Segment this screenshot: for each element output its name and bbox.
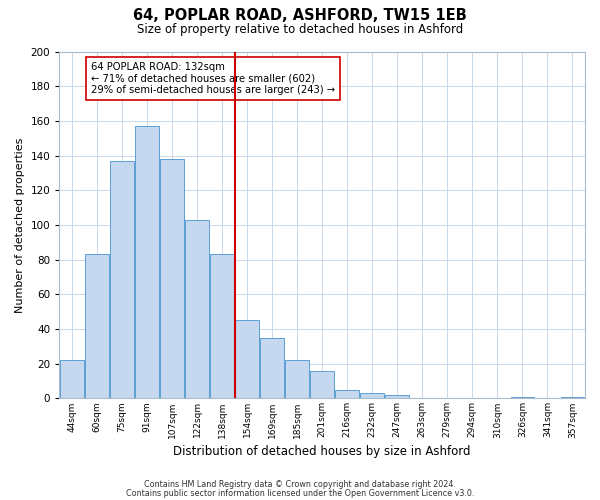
- Bar: [85, 254, 109, 398]
- Text: Contains public sector information licensed under the Open Government Licence v3: Contains public sector information licen…: [126, 488, 474, 498]
- Bar: [361, 393, 384, 398]
- Bar: [385, 395, 409, 398]
- Text: Contains HM Land Registry data © Crown copyright and database right 2024.: Contains HM Land Registry data © Crown c…: [144, 480, 456, 489]
- Bar: [285, 360, 309, 399]
- Bar: [560, 396, 584, 398]
- Bar: [235, 320, 259, 398]
- Bar: [260, 338, 284, 398]
- Bar: [185, 220, 209, 398]
- Bar: [60, 360, 84, 399]
- Bar: [110, 161, 134, 398]
- Text: 64, POPLAR ROAD, ASHFORD, TW15 1EB: 64, POPLAR ROAD, ASHFORD, TW15 1EB: [133, 8, 467, 22]
- Bar: [310, 370, 334, 398]
- Bar: [511, 396, 535, 398]
- Bar: [160, 159, 184, 398]
- X-axis label: Distribution of detached houses by size in Ashford: Distribution of detached houses by size …: [173, 444, 471, 458]
- Bar: [135, 126, 159, 398]
- Y-axis label: Number of detached properties: Number of detached properties: [15, 138, 25, 312]
- Text: 64 POPLAR ROAD: 132sqm
← 71% of detached houses are smaller (602)
29% of semi-de: 64 POPLAR ROAD: 132sqm ← 71% of detached…: [91, 62, 335, 95]
- Bar: [210, 254, 234, 398]
- Bar: [335, 390, 359, 398]
- Text: Size of property relative to detached houses in Ashford: Size of property relative to detached ho…: [137, 22, 463, 36]
